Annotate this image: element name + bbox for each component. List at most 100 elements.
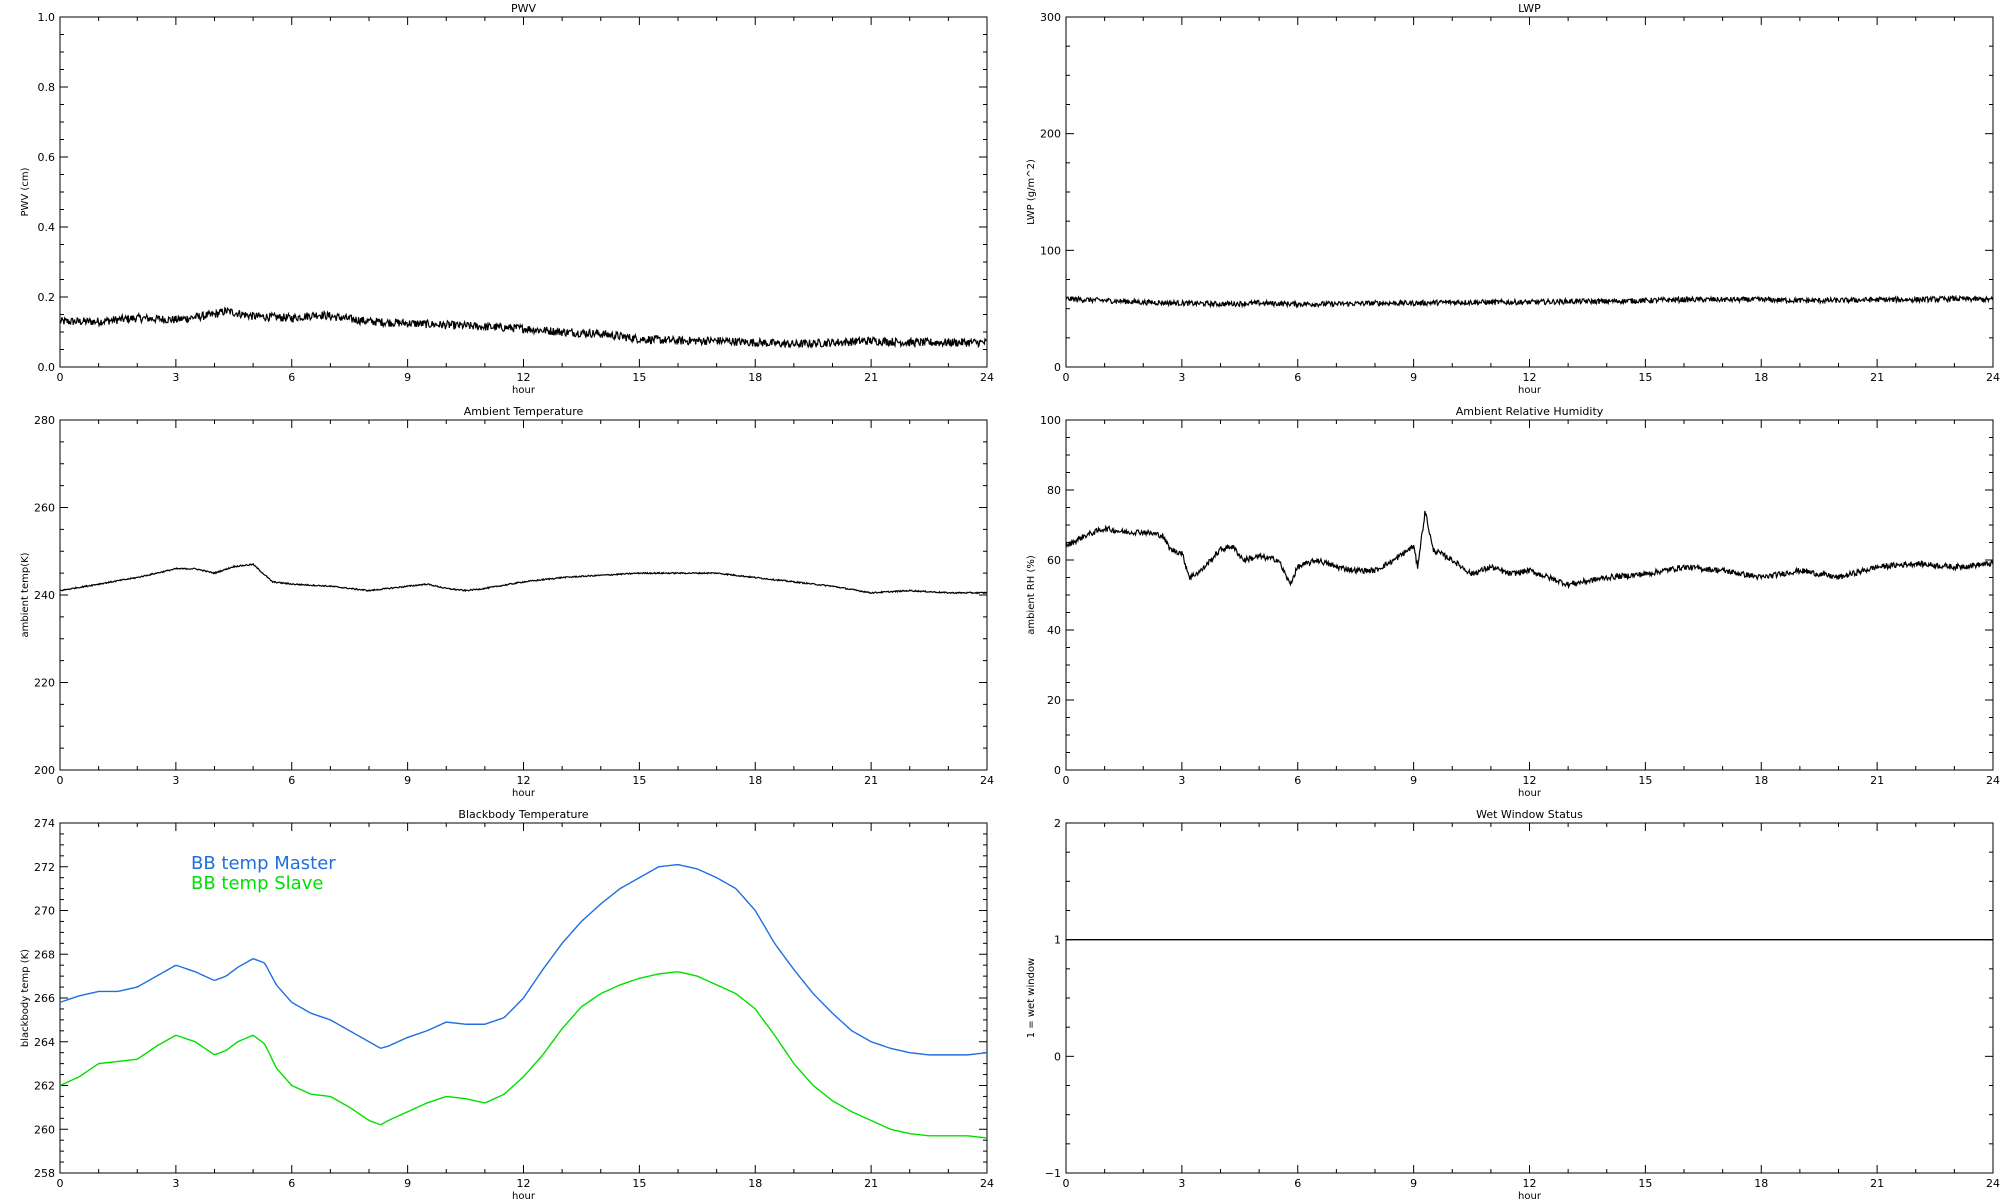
y-tick-label: 200 [34, 764, 55, 777]
x-tick-label: 24 [980, 774, 994, 787]
y-tick-label: 0.2 [38, 291, 56, 304]
y-tick-label: 200 [1040, 128, 1061, 141]
x-tick-label: 15 [632, 371, 646, 384]
y-tick-label: 2 [1054, 817, 1061, 830]
x-tick-label: 3 [1178, 774, 1185, 787]
x-tick-label: 24 [1986, 1177, 2000, 1190]
x-tick-label: 3 [1178, 1177, 1185, 1190]
x-tick-label: 24 [1986, 371, 2000, 384]
chart-title: PWV [511, 2, 537, 15]
x-tick-label: 12 [517, 371, 531, 384]
x-tick-label: 9 [1410, 774, 1417, 787]
x-tick-label: 21 [1870, 774, 1884, 787]
x-tick-label: 12 [517, 1177, 531, 1190]
y-axis-label: ambient RH (%) [1026, 555, 1037, 635]
x-tick-label: 0 [1063, 371, 1070, 384]
x-tick-label: 6 [1294, 774, 1301, 787]
x-tick-label: 15 [632, 774, 646, 787]
x-tick-label: 9 [1410, 1177, 1417, 1190]
x-tick-label: 3 [172, 774, 179, 787]
y-tick-label: 240 [34, 589, 55, 602]
x-tick-label: 0 [1063, 1177, 1070, 1190]
series-line-0 [1066, 294, 1993, 309]
y-tick-label: 264 [34, 1036, 55, 1049]
x-tick-label: 9 [404, 774, 411, 787]
x-tick-label: 15 [1638, 371, 1652, 384]
x-tick-label: 9 [404, 371, 411, 384]
x-tick-label: 0 [1063, 774, 1070, 787]
y-tick-label: 0 [1054, 1050, 1061, 1063]
x-tick-label: 18 [748, 371, 762, 384]
x-tick-label: 9 [1410, 371, 1417, 384]
y-tick-label: 300 [1040, 11, 1061, 24]
y-axis-label: ambient temp(K) [20, 552, 31, 637]
x-tick-label: 6 [288, 371, 295, 384]
y-tick-label: 0 [1054, 361, 1061, 374]
y-tick-label: 80 [1047, 484, 1061, 497]
chart-title: Ambient Relative Humidity [1456, 405, 1604, 418]
x-tick-label: 21 [864, 1177, 878, 1190]
y-tick-label: 20 [1047, 694, 1061, 707]
x-tick-label: 18 [748, 774, 762, 787]
x-tick-label: 3 [172, 1177, 179, 1190]
y-tick-label: 268 [34, 948, 55, 961]
y-tick-label: 260 [34, 1123, 55, 1136]
y-tick-label: 220 [34, 677, 55, 690]
x-tick-label: 21 [864, 371, 878, 384]
x-axis-label: hour [512, 788, 536, 799]
y-tick-label: 272 [34, 861, 55, 874]
x-axis-label: hour [1518, 385, 1542, 396]
y-tick-label: 262 [34, 1080, 55, 1093]
y-axis-label: PWV (cm) [20, 167, 31, 216]
x-tick-label: 21 [864, 774, 878, 787]
y-tick-label: 1 [1054, 934, 1061, 947]
x-tick-label: 12 [1523, 774, 1537, 787]
x-tick-label: 15 [1638, 1177, 1652, 1190]
y-tick-label: 280 [34, 414, 55, 427]
plot-frame [1065, 16, 1994, 368]
y-axis-label: LWP (g/m^2) [1026, 159, 1037, 225]
chart-title: Blackbody Temperature [458, 808, 588, 821]
x-tick-label: 0 [57, 1177, 64, 1190]
y-tick-label: 270 [34, 905, 55, 918]
x-tick-label: 6 [1294, 1177, 1301, 1190]
x-tick-label: 12 [1523, 1177, 1537, 1190]
y-axis-label: blackbody temp (K) [20, 949, 31, 1047]
x-tick-label: 18 [1754, 1177, 1768, 1190]
x-tick-label: 3 [172, 371, 179, 384]
chart-title: LWP [1518, 2, 1541, 15]
y-tick-label: 0.4 [38, 221, 56, 234]
x-tick-label: 0 [57, 371, 64, 384]
x-tick-label: 15 [632, 1177, 646, 1190]
legend-entry-1: BB temp Slave [191, 873, 323, 894]
x-tick-label: 18 [748, 1177, 762, 1190]
x-tick-label: 18 [1754, 371, 1768, 384]
x-tick-label: 3 [1178, 371, 1185, 384]
x-tick-label: 12 [1523, 371, 1537, 384]
y-tick-label: 266 [34, 992, 55, 1005]
x-tick-label: 12 [517, 774, 531, 787]
chart-panel-2: Ambient Temperature 0 3 6 9 12 15 18 21 24 hour 200… [20, 405, 994, 799]
x-tick-label: 18 [1754, 774, 1768, 787]
series-line-0 [60, 863, 987, 1056]
x-axis-label: hour [512, 385, 536, 396]
y-tick-label: 0.0 [38, 361, 56, 374]
x-tick-label: 9 [404, 1177, 411, 1190]
y-tick-label: 40 [1047, 624, 1061, 637]
chart-title: Ambient Temperature [464, 405, 584, 418]
y-tick-label: −1 [1045, 1167, 1061, 1180]
chart-panel-0: PWV 0 3 6 9 12 15 18 21 24 hour 0.0 0.2 0.4 0.6 0.8 1.0 P… [20, 2, 994, 396]
series-line-1 [60, 971, 987, 1139]
plot-frame [1065, 419, 1994, 771]
legend-entry-0: BB temp Master [191, 853, 336, 874]
x-tick-label: 0 [57, 774, 64, 787]
x-tick-label: 6 [1294, 371, 1301, 384]
chart-panel-1: LWP 0 3 6 9 12 15 18 21 24 hour 0 100 200 300 LWP (g/m^… [1026, 2, 2000, 396]
x-tick-label: 24 [980, 371, 994, 384]
plot-frame [1065, 822, 1994, 1174]
y-tick-label: 60 [1047, 554, 1061, 567]
x-tick-label: 24 [1986, 774, 2000, 787]
x-axis-label: hour [512, 1191, 536, 1200]
x-tick-label: 15 [1638, 774, 1652, 787]
